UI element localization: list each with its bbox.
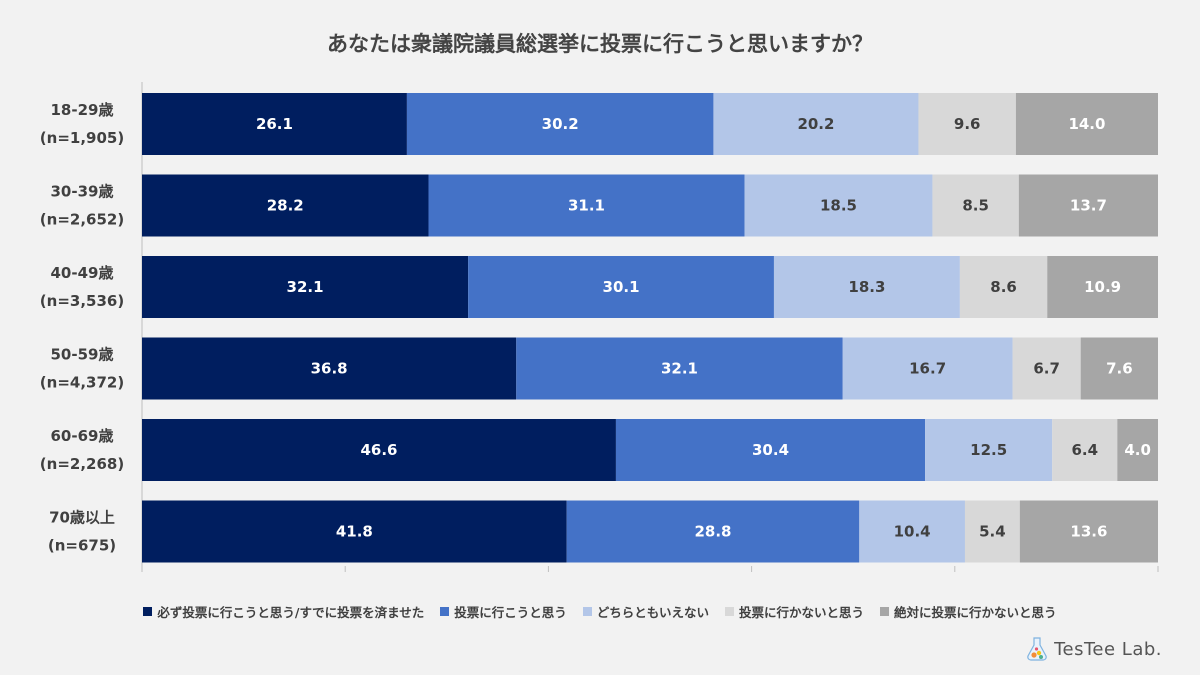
legend-item: どちらともいえない — [582, 602, 710, 621]
bar-segment — [773, 256, 960, 318]
bar-segment — [1047, 256, 1158, 318]
legend: 必ず投票に行こうと思う/すでに投票を済ませた 投票に行こうと思う どちらともいえない… — [0, 602, 1200, 621]
data-label: 31.1 — [568, 197, 605, 215]
bar-segment — [1080, 337, 1158, 400]
legend-item: 投票に行かないと思う — [725, 602, 864, 621]
bar-segment — [142, 174, 429, 237]
category-label: 60-69歳 — [51, 427, 114, 445]
data-label: 46.6 — [360, 441, 397, 459]
data-label: 6.7 — [1033, 360, 1060, 378]
bar-segment — [142, 419, 616, 481]
bar-segment — [859, 500, 965, 563]
category-labels: 18-29歳 (n=1,905) 30-39歳 (n=2,652) 40-49歳 (n=3… — [40, 101, 124, 555]
category-sample-size: (n=2,652) — [40, 211, 124, 229]
data-label: 4.0 — [1124, 441, 1151, 459]
bar-segment — [142, 500, 567, 563]
data-label: 13.6 — [1070, 523, 1107, 541]
brand-name: TesTee Lab. — [1054, 638, 1162, 660]
bar-segment — [1019, 500, 1158, 563]
data-label: 41.8 — [336, 523, 373, 541]
data-label: 13.7 — [1070, 197, 1107, 215]
data-label: 14.0 — [1068, 115, 1105, 133]
bar-segment — [468, 256, 774, 318]
data-label: 7.6 — [1106, 360, 1133, 378]
data-label: 20.2 — [797, 115, 834, 133]
data-label: 12.5 — [970, 441, 1007, 459]
data-label: 10.4 — [894, 523, 931, 541]
bar-segment — [925, 419, 1053, 481]
legend-swatch — [880, 607, 890, 616]
bar-segment — [1052, 419, 1118, 481]
data-label: 32.1 — [287, 278, 324, 296]
legend-item: 絶対に投票に行かないと思う — [880, 602, 1057, 621]
data-label: 30.4 — [752, 441, 789, 459]
bar-segment — [713, 93, 919, 155]
bar-segment — [1015, 93, 1158, 155]
data-label: 32.1 — [661, 360, 698, 378]
bar-segment — [1012, 337, 1081, 400]
data-label: 16.7 — [909, 360, 946, 378]
data-label: 30.1 — [603, 278, 640, 296]
bar-segment — [932, 174, 1019, 237]
legend-swatch — [143, 607, 153, 616]
bar-segment — [959, 256, 1048, 318]
category-sample-size: (n=675) — [48, 537, 116, 555]
data-label: 8.6 — [990, 278, 1017, 296]
category-sample-size: (n=4,372) — [40, 374, 124, 392]
data-label: 28.8 — [694, 523, 731, 541]
data-label: 28.2 — [267, 197, 304, 215]
bar-segment — [842, 337, 1013, 400]
bar-segment — [566, 500, 860, 563]
legend-item: 必ず投票に行こうと思う/すでに投票を済ませた — [143, 602, 424, 621]
data-label: 10.9 — [1084, 278, 1121, 296]
legend-swatch — [725, 607, 735, 616]
category-label: 30-39歳 — [51, 183, 114, 201]
category-sample-size: (n=1,905) — [40, 129, 124, 147]
category-label: 70歳以上 — [49, 509, 115, 527]
legend-label: 必ず投票に行こうと思う/すでに投票を済ませた — [157, 605, 425, 620]
category-label: 40-49歳 — [51, 264, 114, 282]
data-label: 5.4 — [979, 523, 1006, 541]
chart: あなたは衆議院議員総選挙に投票に行こうと思いますか？ 26.1 30.2 20.2 9… — [40, 32, 1159, 572]
bar-segment — [142, 256, 469, 318]
data-label: 18.3 — [848, 278, 885, 296]
data-label: 30.2 — [542, 115, 579, 133]
data-label: 6.4 — [1071, 441, 1098, 459]
data-label: 26.1 — [256, 115, 293, 133]
x-axis-ticks — [141, 566, 1159, 572]
bar-segment — [615, 419, 926, 481]
legend-swatch — [440, 607, 450, 616]
bar-segment — [744, 174, 933, 237]
bar-segment — [964, 500, 1020, 563]
bar-segment — [1117, 419, 1158, 481]
bar-segment — [406, 93, 714, 155]
data-label: 9.6 — [954, 115, 981, 133]
category-sample-size: (n=3,536) — [40, 292, 124, 310]
bar-segment — [142, 93, 407, 155]
bar-segment — [516, 337, 843, 400]
category-label: 50-59歳 — [51, 346, 114, 364]
chart-title: あなたは衆議院議員総選挙に投票に行こうと思いますか？ — [327, 32, 873, 56]
legend-label: 投票に行かないと思う — [739, 605, 865, 620]
legend-label: 絶対に投票に行かないと思う — [894, 605, 1057, 620]
bar-segment — [918, 93, 1016, 155]
brand-logo: TesTee Lab. — [1026, 636, 1162, 662]
flask-icon — [1027, 637, 1047, 661]
data-label: 36.8 — [311, 360, 348, 378]
category-label: 18-29歳 — [51, 101, 114, 119]
bar-segment — [1018, 174, 1158, 237]
bar-segment — [142, 337, 517, 400]
bars: 26.1 30.2 20.2 9.6 14.0 28.2 31.1 18.5 8.5 13.7 32… — [142, 93, 1158, 563]
legend-label: どちらともいえない — [596, 605, 710, 620]
data-label: 8.5 — [962, 197, 989, 215]
category-sample-size: (n=2,268) — [40, 455, 124, 473]
legend-item: 投票に行こうと思う — [440, 602, 567, 621]
bar-segment — [428, 174, 745, 237]
legend-label: 投票に行こうと思う — [454, 605, 567, 620]
data-label: 18.5 — [820, 197, 857, 215]
legend-swatch — [582, 607, 592, 616]
